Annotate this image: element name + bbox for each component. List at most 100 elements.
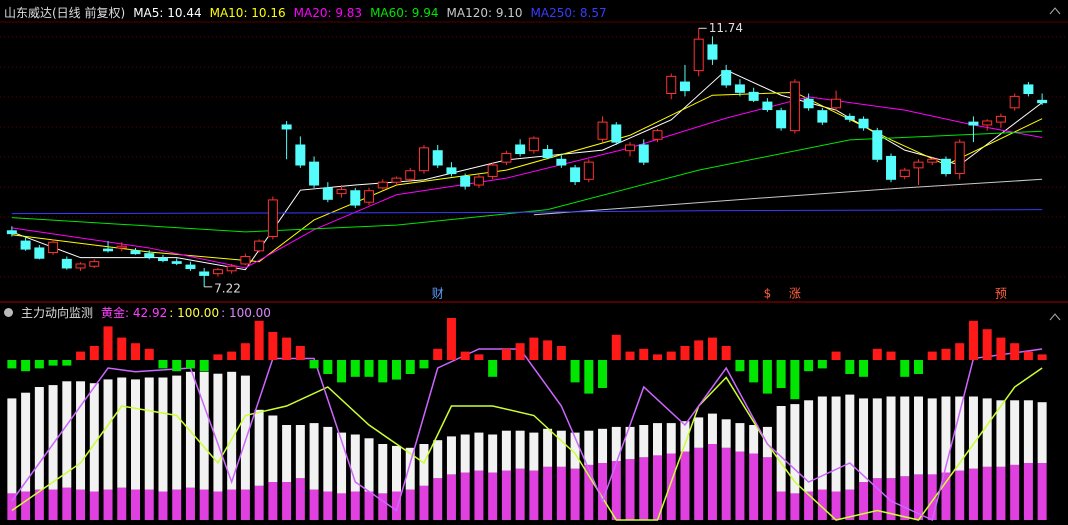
stack-segment	[378, 493, 388, 520]
stack-segment	[707, 413, 717, 444]
candle-body	[638, 144, 649, 163]
stack-segment	[21, 392, 31, 492]
candle-body	[954, 141, 965, 175]
candle-body	[1009, 95, 1020, 109]
signal-bar	[762, 360, 772, 394]
stack-segment	[735, 451, 745, 520]
candle-body	[762, 101, 773, 111]
stack-segment	[446, 436, 456, 475]
stack-segment	[446, 474, 456, 520]
signal-bar	[515, 343, 525, 360]
signal-bar	[419, 360, 429, 369]
stack-segment	[1037, 402, 1047, 463]
candle-body	[570, 167, 581, 183]
stack-segment	[158, 377, 168, 492]
signal-bar	[378, 360, 388, 383]
signal-bar	[337, 360, 347, 383]
signal-bar	[364, 360, 374, 377]
signal-bar	[213, 354, 223, 360]
stack-segment	[872, 478, 882, 520]
stack-segment	[790, 404, 800, 494]
ma-line	[533, 178, 1043, 216]
stack-segment	[323, 426, 333, 492]
stack-segment	[501, 430, 511, 471]
signal-bar	[721, 346, 731, 360]
stack-segment	[295, 425, 305, 479]
stack-segment	[653, 423, 662, 456]
stack-segment	[378, 444, 388, 494]
candle-body	[322, 187, 333, 200]
stack-segment	[543, 428, 553, 467]
stack-segment	[89, 491, 99, 520]
signal-bar	[103, 326, 113, 360]
candle-body	[20, 240, 31, 250]
stack-segment	[488, 472, 498, 520]
stack-segment	[419, 485, 429, 520]
stack-segment	[48, 385, 58, 490]
signal-bar	[749, 360, 759, 383]
stack-segment	[900, 396, 910, 477]
stack-segment	[433, 440, 443, 479]
stack-segment	[666, 423, 676, 454]
stack-segment	[584, 430, 594, 465]
signal-bar	[268, 332, 278, 360]
signal-bar	[790, 360, 800, 400]
stack-segment	[185, 371, 195, 488]
stack-segment	[282, 482, 292, 520]
stack-segment	[515, 430, 525, 469]
stack-segment	[295, 478, 305, 520]
candle-body	[144, 253, 155, 258]
stack-segment	[570, 468, 580, 520]
stack-segment	[364, 491, 374, 520]
stack-segment	[804, 400, 814, 492]
stack-segment	[227, 489, 237, 520]
stack-segment	[762, 426, 772, 458]
stack-segment	[831, 396, 841, 492]
ma-line	[11, 130, 1043, 233]
signal-bar	[62, 360, 72, 366]
stack-segment	[968, 396, 978, 469]
indicator-header: 主力动向监测 黄金: 42.92 : 100.00 : 100.00	[4, 304, 271, 321]
signal-bar	[982, 329, 992, 360]
scroll-arrow[interactable]	[1049, 7, 1061, 321]
stack-segment	[213, 491, 223, 520]
candle-body	[103, 248, 114, 252]
candle-body	[679, 81, 690, 92]
signal-bar	[158, 360, 168, 369]
candle-body	[940, 158, 951, 175]
stack-segment	[872, 398, 882, 479]
stack-segment	[680, 421, 690, 452]
stack-segment	[996, 400, 1006, 467]
stack-segment	[982, 466, 992, 520]
signal-bar	[227, 351, 237, 360]
stack-segment	[556, 430, 566, 467]
stack-segment	[707, 444, 717, 520]
signal-bar	[240, 343, 250, 360]
stack-segment	[350, 434, 360, 492]
legend-entry: MA250: 8.57	[530, 5, 607, 20]
signal-bar	[295, 346, 305, 360]
signal-bar	[666, 351, 676, 360]
stack-segment	[1010, 464, 1020, 520]
candle-body	[721, 70, 732, 86]
candle-body	[707, 44, 718, 60]
candle-body	[473, 176, 484, 186]
signal-bar	[584, 360, 594, 394]
stack-segment	[419, 444, 429, 486]
stack-segment	[721, 419, 731, 448]
signal-bar	[735, 360, 745, 372]
high-label: 11.74	[709, 21, 743, 35]
stack-segment	[131, 489, 140, 520]
signal-bar	[859, 360, 869, 377]
candle-body	[157, 257, 168, 262]
signal-bar	[460, 351, 470, 360]
event-marker: $	[764, 287, 772, 301]
candle-body	[776, 110, 787, 129]
signal-bar	[1010, 343, 1020, 360]
signal-bar	[639, 348, 649, 360]
signal-bar	[34, 360, 44, 369]
stack-segment	[34, 489, 44, 520]
candle-body	[309, 161, 320, 186]
stack-segment	[900, 476, 910, 520]
stack-segment	[392, 445, 401, 492]
